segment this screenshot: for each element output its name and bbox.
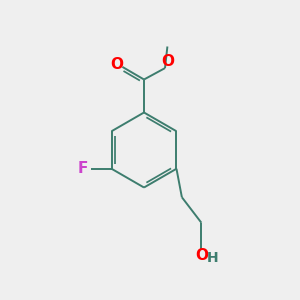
Text: O: O [195,248,208,263]
Text: O: O [110,57,124,72]
Text: F: F [77,161,88,176]
Text: O: O [161,54,174,69]
Text: H: H [207,250,219,265]
